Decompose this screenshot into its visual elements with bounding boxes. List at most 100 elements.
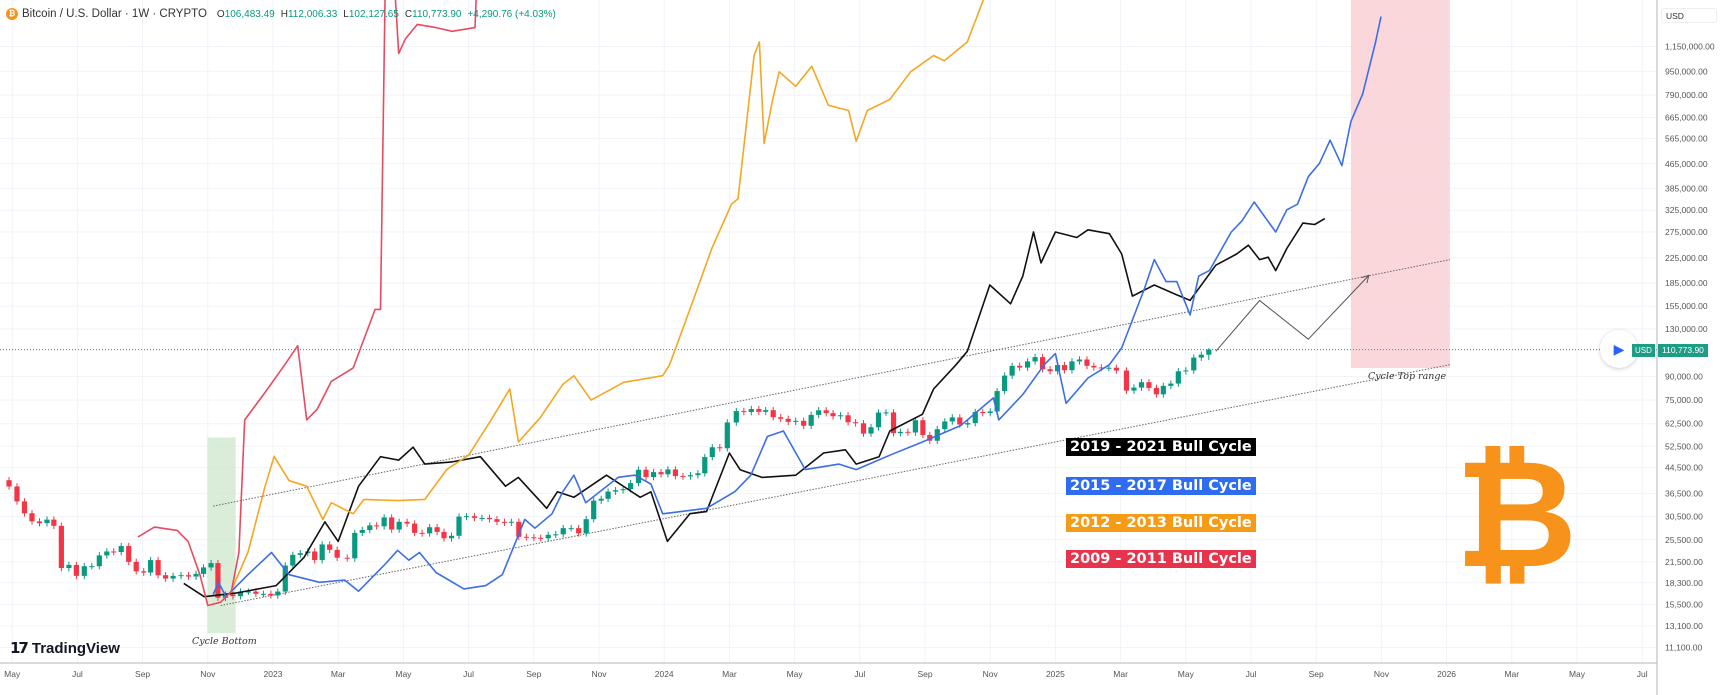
candle-body <box>1039 357 1046 370</box>
scroll-to-realtime-button[interactable]: ▶ <box>1600 330 1638 368</box>
candle <box>36 518 43 527</box>
y-tick-label: 30,500.00 <box>1665 512 1703 522</box>
x-tick-label: Nov <box>983 669 999 679</box>
current-price-badge: 110,773.90 <box>1658 344 1708 357</box>
candle-body <box>1076 359 1083 362</box>
candle <box>334 546 340 562</box>
candle-body <box>96 555 102 567</box>
candle-body <box>837 415 844 417</box>
open-value: O106,483.49 <box>217 9 275 20</box>
candle-body <box>427 527 433 534</box>
candle <box>816 407 822 419</box>
candle-body <box>419 532 425 534</box>
candle <box>494 515 500 526</box>
candle <box>434 524 440 536</box>
candle <box>66 561 72 572</box>
candle-body <box>695 473 701 476</box>
candle-body <box>404 521 410 524</box>
candle <box>319 541 325 564</box>
y-tick-label: 565,000.00 <box>1665 134 1708 144</box>
candle <box>312 548 318 564</box>
candle-body <box>268 593 274 596</box>
candle-body <box>434 527 440 532</box>
candle-body <box>73 564 79 576</box>
candle <box>448 532 455 542</box>
symbol-title[interactable]: Bitcoin / U.S. Dollar · 1W · CRYPTO <box>22 8 207 20</box>
candle <box>208 559 214 571</box>
candle-body <box>275 591 281 596</box>
low-number: 102,127.65 <box>348 8 399 20</box>
candle <box>897 428 903 437</box>
candle-body <box>208 563 214 568</box>
x-tick-label: May <box>1178 669 1195 679</box>
x-tick-label: May <box>4 669 21 679</box>
candle-body <box>560 528 566 535</box>
candle <box>6 477 12 490</box>
bitcoin-coin-icon: ₿ <box>6 8 18 20</box>
candle-body <box>957 417 963 425</box>
candle-body <box>912 420 919 433</box>
channel-upper-line <box>213 259 1450 507</box>
candle-body <box>890 412 897 434</box>
candle <box>538 534 544 542</box>
candle <box>1084 356 1090 370</box>
candle-body <box>980 412 986 414</box>
candle <box>170 572 176 582</box>
candle <box>282 562 288 595</box>
candle <box>680 472 686 480</box>
candle <box>605 488 611 503</box>
candle-body <box>1153 387 1160 395</box>
candle-body <box>14 486 20 502</box>
candle-body <box>1061 365 1068 371</box>
y-tick-label: 225,000.00 <box>1665 253 1708 263</box>
candle-body <box>605 491 611 499</box>
candle <box>793 417 799 426</box>
candle <box>141 568 147 576</box>
candle-body <box>1017 365 1023 368</box>
candle-body <box>448 535 455 539</box>
tradingview-logo[interactable]: 𝟭𝟳 TradingView <box>10 639 120 658</box>
currency-selector[interactable]: USD <box>1661 8 1717 23</box>
candle-body <box>1084 359 1090 366</box>
candle-body <box>81 566 87 576</box>
candle <box>508 518 514 526</box>
candle-body <box>845 415 851 423</box>
candle-body <box>793 420 799 422</box>
projection-path <box>1215 276 1368 352</box>
close-label: C <box>404 8 413 20</box>
candle <box>21 498 28 517</box>
candle-body <box>185 575 192 577</box>
y-tick-label: 325,000.00 <box>1665 205 1708 215</box>
candle <box>1175 368 1181 387</box>
candle <box>193 570 199 580</box>
close-number: 110,773.90 <box>412 8 462 20</box>
legend-2012-2013: 2012 - 2013 Bull Cycle <box>1066 514 1256 532</box>
candle-body <box>860 423 867 434</box>
candle-body <box>994 391 1000 412</box>
candle-body <box>441 531 447 539</box>
candle-body <box>359 530 365 533</box>
candle-body <box>396 521 402 530</box>
candle <box>1153 384 1160 398</box>
plot-area <box>0 0 1657 634</box>
candle <box>133 558 139 575</box>
y-tick-label: 15,500.00 <box>1665 599 1703 609</box>
candle-body <box>598 498 604 501</box>
candle-body <box>282 565 288 592</box>
candle-body <box>1191 357 1197 371</box>
candle <box>756 405 762 416</box>
candle-body <box>352 532 358 559</box>
cycle-bottom-label: Cycle Bottom <box>192 636 257 647</box>
candle <box>374 522 380 530</box>
candle <box>81 562 87 580</box>
x-tick-label: Mar <box>1113 669 1128 679</box>
candle <box>672 466 679 480</box>
candle <box>275 588 281 599</box>
symbol-header: ₿ Bitcoin / U.S. Dollar · 1W · CRYPTO O1… <box>6 8 556 20</box>
x-tick-label: Sep <box>1309 669 1324 679</box>
candle-body <box>733 411 739 423</box>
tradingview-wordmark: TradingView <box>31 639 120 657</box>
candle <box>404 518 410 527</box>
x-tick-label: Mar <box>331 669 346 679</box>
